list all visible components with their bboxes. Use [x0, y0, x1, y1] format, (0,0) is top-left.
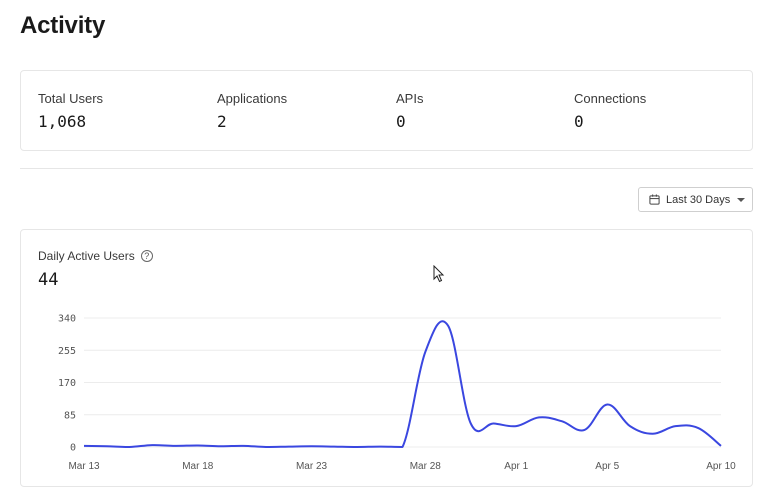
stat-connections: Connections 0 — [574, 91, 646, 131]
stat-label: Connections — [574, 91, 647, 106]
page-title: Activity — [20, 12, 106, 39]
date-range-dropdown[interactable]: Last 30 Days — [638, 187, 753, 212]
x-tick-label: Apr 5 — [595, 461, 619, 472]
y-tick-label: 85 — [64, 410, 76, 421]
x-tick-label: Mar 28 — [410, 461, 442, 472]
x-tick-label: Mar 18 — [182, 461, 214, 472]
series-line — [83, 320, 722, 448]
daily-active-users-chart: 0 85 170 255 340 Mar 13 Mar 18 Mar 23 Mar 28 Apr … — [58, 314, 736, 473]
help-icon[interactable]: ? — [140, 250, 153, 262]
stat-label: APIs — [396, 91, 424, 106]
stat-total-users: Total Users 1,068 — [38, 91, 103, 131]
date-range-label: Last 30 Days — [666, 193, 731, 206]
y-tick-label: 340 — [58, 314, 76, 325]
stat-label: Applications — [217, 91, 288, 106]
x-tick-label: Apr 1 — [504, 461, 528, 472]
x-tick-label: Mar 23 — [296, 461, 328, 472]
stats-card: Total Users 1,068 Applications 2 APIs 0 … — [20, 70, 753, 151]
stat-label: Total Users — [38, 91, 104, 106]
stat-value: 1,068 — [38, 112, 87, 131]
calendar-icon — [649, 194, 660, 205]
section-divider — [20, 168, 753, 169]
y-tick-label: 255 — [58, 346, 76, 357]
y-tick-label: 0 — [70, 443, 76, 454]
stat-value: 0 — [396, 112, 406, 131]
x-tick-label: Mar 13 — [68, 461, 100, 472]
mouse-cursor-icon — [433, 265, 445, 283]
chart-title: Daily Active Users — [38, 249, 135, 263]
stat-value: 2 — [217, 112, 227, 131]
daily-active-users-card: Daily Active Users ? 44 0 85 170 255 340 Mar … — [20, 229, 753, 487]
chart-header: Daily Active Users ? — [38, 249, 153, 263]
chevron-down-icon — [737, 197, 746, 202]
stat-applications: Applications 2 — [217, 91, 287, 131]
y-tick-label: 170 — [58, 378, 76, 389]
stat-value: 0 — [574, 112, 584, 131]
chart-current-value: 44 — [38, 270, 59, 290]
x-tick-label: Apr 10 — [706, 461, 736, 472]
stat-apis: APIs 0 — [396, 91, 423, 131]
